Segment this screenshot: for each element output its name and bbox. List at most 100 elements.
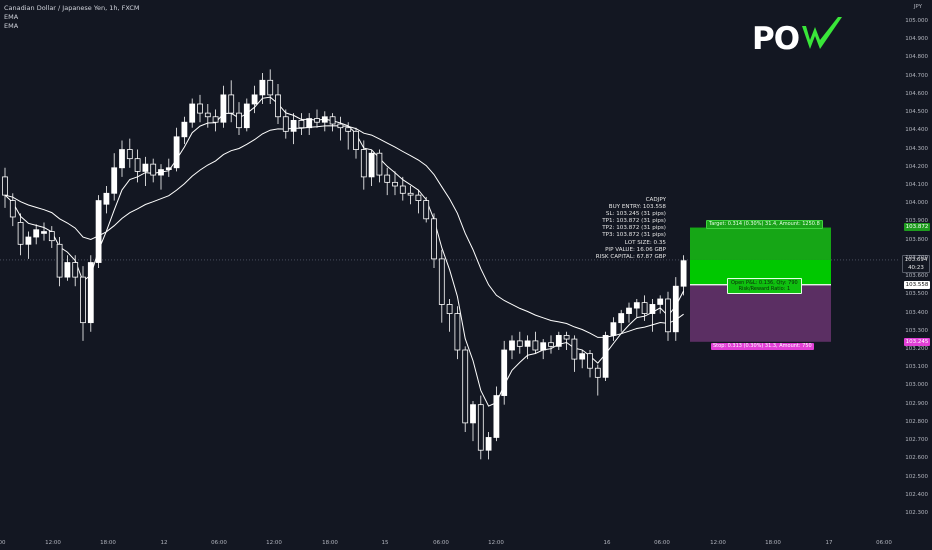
x-tick-label: 06:00 [433, 540, 449, 546]
y-tick-label: 103.300 [905, 327, 928, 334]
candle-up [165, 167, 172, 170]
x-tick-label: 06:00 [211, 540, 227, 546]
symbol-title: Canadian Dollar / Japanese Yen, 1h, FXCM [4, 4, 140, 12]
y-tick-label: 105.000 [905, 18, 928, 24]
info-line: TP1: 103.872 (31 pips) [602, 218, 666, 225]
candle-up [243, 103, 250, 129]
y-tick-label: 102.600 [905, 455, 928, 462]
x-tick-label: 18:00 [100, 540, 116, 546]
candle-up [189, 103, 196, 123]
candle-up [626, 307, 632, 314]
info-line: SL: 103.245 (31 pips) [605, 211, 666, 218]
target-price-tag: 103.872 [904, 223, 930, 231]
trade-info-box: CADJPY BUY ENTRY: 103.558 SL: 103.245 (3… [596, 197, 666, 261]
candle-down [126, 149, 133, 160]
y-tick-label: 104.200 [905, 163, 928, 170]
y-tick-label: 102.300 [905, 510, 928, 516]
candle-up [220, 94, 227, 123]
candle-down [516, 340, 523, 347]
candle-up [119, 149, 125, 169]
currency-label: JPY [913, 4, 922, 10]
candle-up [321, 116, 328, 123]
svg-text:PO: PO [752, 21, 799, 54]
info-line: RISK CAPITAL: 67.87 GBP [595, 253, 666, 260]
candle-up [64, 262, 71, 278]
candle-up [95, 200, 102, 263]
y-tick-label: 102.800 [905, 418, 928, 425]
candle-down [204, 112, 211, 118]
candle-up [610, 322, 617, 336]
open-pnl-text: Open P&L: 0.136, Qty: 790 [731, 280, 798, 286]
y-tick-label: 103.800 [905, 236, 928, 243]
candle-down [563, 335, 570, 340]
y-tick-label: 104.900 [905, 36, 928, 43]
candle-down [17, 222, 24, 245]
x-tick-label: 06:00 [876, 540, 892, 546]
x-tick-label: 00 [0, 540, 6, 546]
candle-down [282, 116, 289, 132]
candle-up [111, 167, 118, 194]
candle-down [134, 158, 141, 172]
candle-up [501, 349, 508, 396]
candle-down [212, 116, 219, 123]
candle-down [48, 231, 55, 242]
y-tick-label: 103.000 [905, 382, 928, 389]
candle-down [462, 349, 469, 424]
y-tick-label: 103.600 [905, 273, 928, 280]
candle-down [267, 79, 274, 96]
x-tick-label: 12:00 [710, 540, 726, 546]
x-tick-label: 06:00 [654, 540, 670, 546]
candle-down [2, 176, 8, 196]
y-tick-label: 102.900 [905, 400, 928, 407]
candle-up [579, 353, 586, 360]
candle-down [345, 127, 352, 132]
x-tick-label: 12:00 [488, 540, 504, 546]
candle-up [290, 120, 297, 132]
info-line: TP2: 103.872 (31 pips) [602, 225, 666, 232]
candle-up [41, 231, 47, 234]
stop-label[interactable]: Stop: 0.313 (0.30%) 31.3, Amount: 750 [711, 343, 814, 350]
ema-slow-line [4, 125, 684, 338]
candle-down [9, 200, 16, 218]
candle-up [555, 335, 562, 347]
y-tick-label: 103.200 [905, 346, 928, 352]
candle-down [438, 258, 445, 305]
candle-up [672, 285, 679, 333]
y-tick-label: 103.700 [905, 254, 928, 261]
candle-down [275, 94, 281, 118]
y-tick-label: 103.400 [905, 309, 928, 316]
candle-down [548, 342, 554, 347]
candle-down [360, 149, 367, 178]
pnl-label[interactable]: Open P&L: 0.136, Qty: 790 Risk/Reward Ra… [727, 278, 802, 294]
candle-up [173, 136, 180, 169]
candle-down [384, 174, 391, 183]
candle-up [649, 304, 656, 314]
candle-down [571, 338, 578, 360]
y-tick-label: 102.500 [905, 473, 928, 480]
candle-up [368, 152, 375, 178]
candle-down [446, 304, 453, 314]
ema-legend-1[interactable]: EMA [4, 13, 19, 21]
pow-logo: PO [752, 14, 852, 58]
y-tick-label: 104.300 [905, 145, 928, 152]
x-tick-label: 12:00 [45, 540, 61, 546]
candle-up [602, 335, 609, 378]
current-price-tag: 103.694 40:23 [902, 255, 930, 273]
candle-up [251, 94, 258, 105]
ema-legend-2[interactable]: EMA [4, 22, 19, 30]
candle-down [407, 192, 414, 196]
current-price: 103.694 [904, 257, 928, 263]
y-tick-label: 104.800 [905, 54, 928, 61]
ema-fast-line [4, 96, 685, 407]
target-zone [690, 227, 831, 260]
y-tick-label: 102.700 [905, 437, 928, 444]
candle-down [197, 103, 203, 114]
candle-down [399, 185, 406, 194]
candle-down [298, 120, 305, 129]
target-label[interactable]: Target: 0.314 (0.30%) 31.4, Amount: 1250… [706, 220, 823, 229]
candle-down [532, 340, 539, 351]
candle-up [485, 437, 492, 451]
candle-down [337, 123, 344, 129]
candle-down [150, 163, 157, 176]
